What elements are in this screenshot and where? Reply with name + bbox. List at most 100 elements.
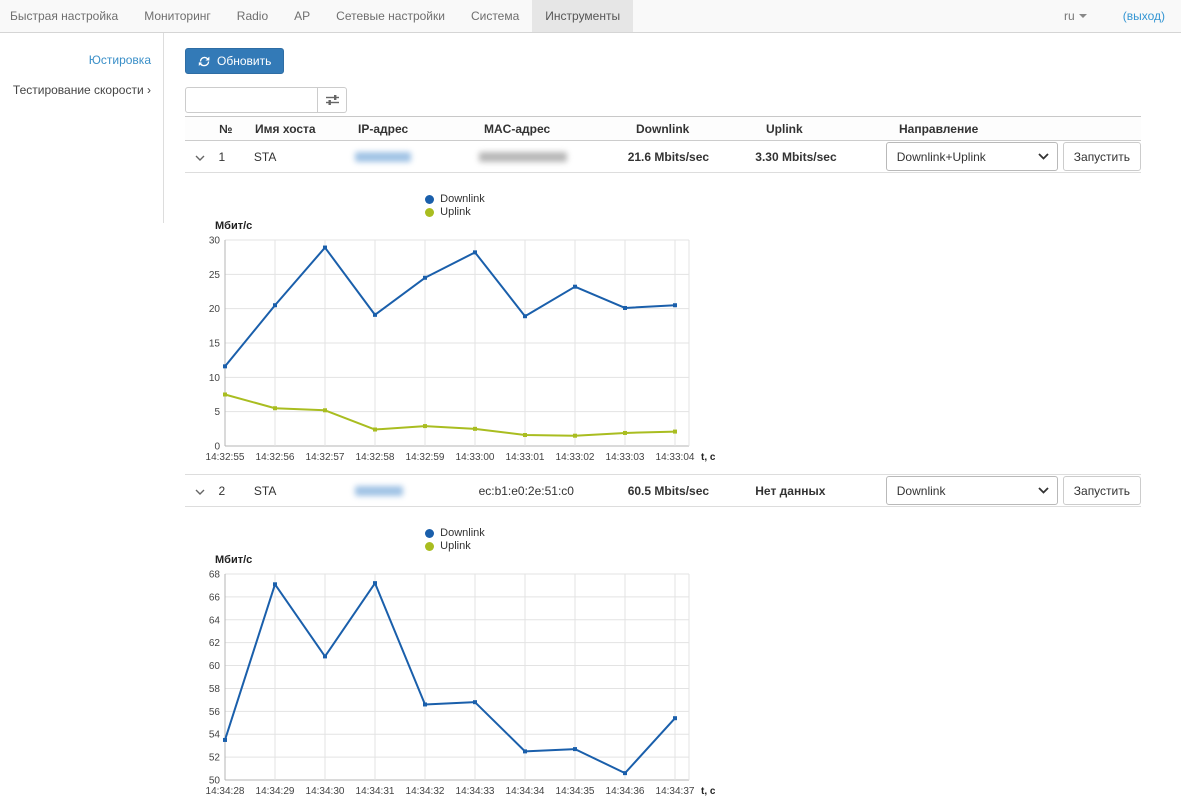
header-uplink: Uplink (766, 121, 803, 136)
x-tick-label: 14:34:34 (506, 786, 545, 797)
speed-chart-1: Downlink Uplink Мбит/с 0 5 10 15 20 25 30 14:32:… (195, 193, 716, 469)
x-tick-label: 14:34:36 (606, 786, 645, 797)
x-axis-unit-label: t, c (701, 452, 715, 463)
sidebar-item-alignment[interactable]: Юстировка (88, 53, 151, 67)
tab-ap[interactable]: AP (294, 9, 311, 23)
series-line-downlink (224, 582, 676, 775)
series-line-downlink (224, 246, 676, 367)
refresh-button-label: Обновить (217, 54, 272, 68)
direction-select[interactable]: Downlink+Uplink (885, 142, 1058, 171)
y-tick-label: 25 (209, 270, 221, 281)
y-tick-label: 58 (209, 684, 221, 695)
series-line-uplink (224, 393, 676, 437)
ip-address-redacted[interactable] (354, 152, 411, 163)
run-test-button[interactable]: Запустить (1062, 476, 1141, 505)
legend-dot-icon (425, 195, 435, 204)
y-tick-label: 50 (209, 776, 221, 787)
line-chart: 0 5 10 15 20 25 30 14:32:55 14:32:56 14:32:57 14:3… (206, 236, 716, 464)
direction-select[interactable]: Downlink (885, 476, 1058, 505)
tab-network-settings[interactable]: Сетевые настройки (336, 9, 445, 23)
data-point (623, 430, 627, 435)
collapse-row-button[interactable] (195, 155, 205, 161)
mac-address-redacted (478, 152, 567, 163)
legend-item: Downlink (425, 527, 485, 540)
y-tick-label: 0 (214, 442, 220, 453)
data-point (473, 250, 477, 255)
y-tick-label: 54 (209, 730, 221, 741)
x-tick-label: 14:34:35 (556, 786, 595, 797)
filter-button[interactable] (318, 87, 347, 113)
downlink-value: 60.5 Mbits/sec (627, 483, 710, 498)
data-point (623, 771, 627, 776)
search-input[interactable] (185, 87, 318, 113)
data-point (323, 245, 327, 250)
data-point (573, 284, 577, 289)
downlink-value: 21.6 Mbits/sec (627, 149, 710, 164)
y-tick-label: 52 (209, 753, 221, 764)
legend-item: Uplink (425, 206, 485, 219)
chart-detail-row: Downlink Uplink Мбит/с 50 52 54 56 58 60 62 64 66… (185, 507, 1141, 803)
tab-system[interactable]: Система (470, 9, 520, 23)
main-content: Обновить № Имя хоста IP-адрес MAC-адрес … (185, 33, 1141, 803)
chevron-down-icon (195, 489, 205, 495)
direction-select-wrap: Downlink (885, 476, 1058, 505)
y-tick-label: 30 (209, 236, 221, 247)
chart-legend: Downlink Uplink (425, 527, 485, 553)
data-point (473, 700, 477, 705)
legend-dot-icon (425, 529, 435, 538)
data-point (273, 406, 277, 411)
tab-quick-setup[interactable]: Быстрая настройка (10, 9, 119, 23)
data-point (373, 312, 377, 317)
row-number: 1 (218, 149, 226, 164)
table-header-row: № Имя хоста IP-адрес MAC-адрес Downlink … (185, 116, 1141, 141)
tab-tools[interactable]: Инструменты (532, 0, 634, 32)
x-tick-label: 14:34:30 (306, 786, 345, 797)
top-navbar: Быстрая настройка Мониторинг Radio AP Се… (0, 0, 1181, 33)
logout-link[interactable]: (выход) (1122, 9, 1165, 23)
data-point (323, 654, 327, 659)
uplink-value: Нет данных (755, 483, 826, 498)
x-tick-label: 14:32:56 (256, 452, 295, 463)
chart-legend: Downlink Uplink (425, 193, 485, 219)
y-tick-label: 56 (209, 707, 221, 718)
refresh-button[interactable]: Обновить (185, 48, 285, 74)
collapse-row-button[interactable] (195, 489, 205, 495)
chevron-down-icon (1078, 14, 1087, 18)
data-point (223, 392, 227, 397)
y-tick-label: 62 (209, 638, 221, 649)
header-ip-address: IP-адрес (358, 121, 409, 136)
run-test-button[interactable]: Запустить (1062, 142, 1141, 171)
tab-monitoring[interactable]: Мониторинг (144, 9, 211, 23)
x-tick-label: 14:34:37 (656, 786, 695, 797)
data-point (523, 433, 527, 438)
legend-dot-icon (425, 208, 435, 217)
chevron-down-icon (195, 155, 205, 161)
y-tick-label: 66 (209, 592, 221, 603)
language-selector[interactable]: ru (1064, 9, 1087, 23)
table-row: 2 STA ec:b1:e0:2e:51:c0 60.5 Mbits/sec Н… (185, 475, 1141, 507)
data-point (623, 305, 627, 310)
data-point (523, 314, 527, 319)
legend-item: Downlink (425, 193, 485, 206)
mac-address-cell: ec:b1:e0:2e:51:c0 (478, 483, 574, 498)
x-tick-label: 14:33:01 (506, 452, 545, 463)
row-number: 2 (218, 483, 226, 498)
tab-radio[interactable]: Radio (236, 9, 269, 23)
x-tick-label: 14:32:57 (306, 452, 345, 463)
hostname-cell: STA (253, 149, 277, 164)
y-tick-label: 60 (209, 661, 221, 672)
header-downlink: Downlink (636, 121, 690, 136)
x-tick-label: 14:34:32 (406, 786, 445, 797)
chart-detail-row: Downlink Uplink Мбит/с 0 5 10 15 20 25 30 14:32:… (185, 173, 1141, 475)
sidebar-item-speed-test[interactable]: Тестирование скорости › (12, 83, 151, 97)
table-row: 1 STA 21.6 Mbits/sec 3.30 Mbits/sec Down… (185, 141, 1141, 173)
ip-address-redacted[interactable] (354, 486, 403, 497)
data-point (573, 433, 577, 438)
hostname-cell: STA (253, 483, 277, 498)
data-point (273, 582, 277, 587)
data-point (373, 581, 377, 586)
header-hostname: Имя хоста (255, 121, 316, 136)
data-point (673, 303, 677, 308)
header-direction: Направление (899, 121, 979, 136)
legend-dot-icon (425, 542, 435, 551)
